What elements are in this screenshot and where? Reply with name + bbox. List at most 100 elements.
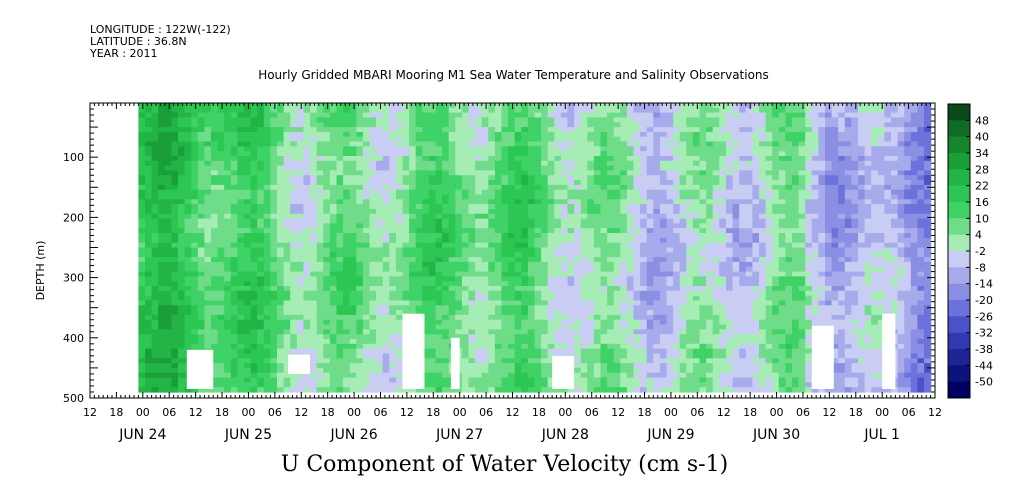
heatmap-cell: [217, 334, 225, 340]
heatmap-cell: [514, 160, 522, 167]
heatmap-cell: [567, 290, 575, 297]
heatmap-cell: [296, 290, 304, 297]
heatmap-cell: [574, 271, 582, 277]
heatmap-cell: [554, 131, 562, 138]
heatmap-cell: [349, 363, 357, 369]
heatmap-cell: [382, 209, 390, 215]
heatmap-cell: [560, 276, 569, 282]
heatmap-cell: [673, 112, 681, 118]
heatmap-cell: [600, 209, 608, 215]
heatmap-cell: [461, 233, 470, 239]
heatmap-cell: [204, 286, 212, 292]
heatmap-cell: [164, 382, 172, 388]
heatmap-cell: [422, 295, 430, 302]
heatmap-cell: [514, 339, 522, 345]
heatmap-cell: [468, 290, 476, 297]
heatmap-cell: [336, 367, 344, 374]
heatmap-cell: [257, 233, 265, 239]
heatmap-cell: [316, 343, 324, 350]
heatmap-cell: [527, 377, 536, 383]
heatmap-cell: [277, 156, 285, 162]
heatmap-cell: [633, 189, 641, 196]
heatmap-cell: [514, 305, 522, 311]
heatmap-cell: [534, 271, 542, 277]
heatmap-cell: [673, 131, 681, 138]
heatmap-cell: [475, 305, 483, 311]
heatmap-cell: [296, 261, 304, 268]
heatmap-cell: [560, 266, 569, 273]
heatmap-cell: [395, 261, 404, 268]
heatmap-cell: [587, 271, 595, 277]
heatmap-cell: [336, 339, 344, 345]
heatmap-cell: [646, 199, 654, 205]
heatmap-cell: [178, 242, 186, 249]
heatmap-cell: [626, 107, 635, 114]
heatmap-cell: [369, 261, 377, 268]
heatmap-cell: [369, 122, 377, 128]
heatmap-cell: [171, 112, 179, 118]
heatmap-cell: [197, 339, 205, 345]
heatmap-cell: [336, 281, 344, 287]
heatmap-cell: [178, 131, 186, 138]
heatmap-cell: [640, 310, 648, 316]
heatmap-cell: [435, 170, 443, 176]
heatmap-cell: [593, 146, 602, 152]
heatmap-cell: [296, 141, 304, 147]
heatmap-cell: [653, 189, 661, 196]
heatmap-cell: [547, 387, 555, 393]
heatmap-cell: [455, 286, 463, 292]
heatmap-cell: [409, 112, 417, 118]
heatmap-cell: [481, 242, 489, 249]
heatmap-cell: [244, 266, 252, 273]
heatmap-cell: [587, 353, 595, 359]
heatmap-cell: [475, 218, 483, 224]
heatmap-cell: [389, 136, 397, 143]
heatmap-cell: [204, 343, 212, 350]
heatmap-cell: [527, 175, 536, 181]
heatmap-cell: [257, 348, 265, 354]
heatmap-cell: [151, 372, 159, 379]
heatmap-cell: [356, 194, 364, 200]
heatmap-cell: [501, 156, 509, 162]
heatmap-cell: [415, 141, 423, 147]
heatmap-cell: [389, 107, 397, 114]
heatmap-cell: [494, 160, 503, 167]
heatmap-cell: [626, 170, 635, 176]
heatmap-cell: [277, 353, 285, 359]
heatmap-cell: [178, 170, 186, 176]
heatmap-cell: [296, 146, 304, 152]
heatmap-cell: [224, 377, 232, 383]
heatmap-cell: [560, 319, 569, 326]
heatmap-cell: [442, 252, 450, 258]
heatmap-cell: [389, 213, 397, 220]
heatmap-cell: [409, 184, 417, 191]
heatmap-cell: [382, 276, 390, 282]
heatmap-cell: [277, 127, 285, 133]
heatmap-cell: [534, 319, 542, 326]
heatmap-cell: [640, 146, 648, 152]
heatmap-cell: [303, 324, 311, 330]
heatmap-cell: [158, 305, 166, 311]
heatmap-cell: [389, 257, 397, 263]
heatmap-cell: [673, 103, 681, 109]
heatmap-cell: [191, 151, 199, 157]
heatmap-cell: [600, 271, 608, 277]
heatmap-cell: [541, 199, 549, 205]
heatmap-cell: [138, 117, 146, 123]
heatmap-cell: [475, 363, 483, 369]
heatmap-cell: [197, 286, 205, 292]
heatmap-cell: [145, 387, 153, 393]
heatmap-cell: [237, 266, 245, 273]
heatmap-cell: [587, 257, 595, 263]
heatmap-cell: [158, 151, 166, 157]
heatmap-cell: [534, 194, 542, 200]
heatmap-cell: [171, 281, 179, 287]
heatmap-cell: [184, 261, 192, 268]
heatmap-cell: [382, 247, 390, 253]
heatmap-cell: [673, 170, 681, 176]
heatmap-cell: [323, 305, 331, 311]
heatmap-cell: [547, 180, 555, 186]
heatmap-cell: [310, 131, 318, 138]
heatmap-cell: [508, 199, 516, 205]
heatmap-cell: [402, 237, 410, 244]
